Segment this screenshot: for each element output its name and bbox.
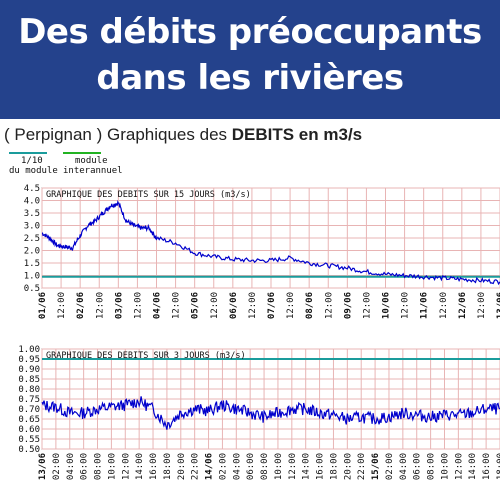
x-tick-label: 12:00 bbox=[401, 292, 411, 319]
y-tick-label: 0.55 bbox=[18, 435, 40, 445]
x-tick-label: 22:00 bbox=[357, 453, 367, 480]
x-tick-label: 12:00 bbox=[362, 292, 372, 319]
x-tick-label: 12:00 bbox=[288, 453, 298, 480]
y-tick-label: 0.50 bbox=[18, 445, 40, 455]
x-tick-label: 08:00 bbox=[94, 453, 104, 480]
y-tick-label: 0.65 bbox=[18, 415, 40, 425]
x-tick-label: 02:00 bbox=[218, 453, 228, 480]
y-tick-label: 0.5 bbox=[24, 284, 40, 294]
x-tick-label: 06/06 bbox=[229, 292, 239, 319]
x-tick-label: 18:00 bbox=[496, 453, 500, 480]
y-tick-label: 0.70 bbox=[18, 405, 40, 415]
y-tick-label: 4.5 bbox=[24, 184, 40, 194]
x-tick-label: 12:00 bbox=[454, 453, 464, 480]
x-tick-label: 14:00 bbox=[302, 453, 312, 480]
x-tick-label: 06:00 bbox=[246, 453, 256, 480]
x-tick-label: 18:00 bbox=[329, 453, 339, 480]
y-tick-label: 3.0 bbox=[24, 222, 40, 232]
x-tick-label: 02:00 bbox=[385, 453, 395, 480]
x-tick-label: 14:00 bbox=[468, 453, 478, 480]
x-tick-label: 12:00 bbox=[95, 292, 105, 319]
headline-banner: Des débits préoccupants dans les rivière… bbox=[0, 0, 500, 119]
x-tick-label: 12:00 bbox=[172, 292, 182, 319]
x-tick-label: 12:00 bbox=[286, 292, 296, 319]
x-tick-label: 06:00 bbox=[80, 453, 90, 480]
x-tick-label: 01/06 bbox=[38, 292, 48, 319]
x-tick-label: 14:00 bbox=[135, 453, 145, 480]
x-tick-label: 10:00 bbox=[274, 453, 284, 480]
x-tick-label: 12:00 bbox=[439, 292, 449, 319]
legend-item-tenth-module: 1/10 du module bbox=[9, 152, 58, 176]
x-tick-label: 03/06 bbox=[114, 292, 124, 319]
x-tick-label: 06:00 bbox=[413, 453, 423, 480]
y-tick-label: 0.80 bbox=[18, 385, 40, 395]
x-tick-label: 12:00 bbox=[121, 453, 131, 480]
legend-swatch bbox=[63, 152, 101, 154]
x-tick-label: 16:00 bbox=[316, 453, 326, 480]
y-tick-label: 2.5 bbox=[24, 234, 40, 244]
x-tick-label: 10:00 bbox=[440, 453, 450, 480]
x-tick-label: 10/06 bbox=[382, 292, 392, 319]
x-tick-label: 13/06 bbox=[38, 453, 48, 480]
legend-label-line2: du module bbox=[9, 166, 58, 176]
x-tick-label: 14/06 bbox=[205, 453, 215, 480]
x-tick-label: 12:00 bbox=[248, 292, 258, 319]
x-tick-label: 12:00 bbox=[133, 292, 143, 319]
y-tick-label: 0.60 bbox=[18, 425, 40, 435]
x-tick-label: 22:00 bbox=[191, 453, 201, 480]
y-tick-label: 0.95 bbox=[18, 355, 40, 365]
x-tick-label: 08/06 bbox=[305, 292, 315, 319]
x-tick-label: 04:00 bbox=[66, 453, 76, 480]
x-tick-label: 20:00 bbox=[343, 453, 353, 480]
x-tick-label: 10:00 bbox=[107, 453, 117, 480]
x-tick-label: 08:00 bbox=[260, 453, 270, 480]
x-tick-label: 12:00 bbox=[57, 292, 67, 319]
x-tick-label: 12:00 bbox=[477, 292, 487, 319]
x-tick-label: 12:00 bbox=[210, 292, 220, 319]
series-line bbox=[41, 396, 500, 430]
series-line bbox=[41, 199, 500, 286]
x-tick-label: 12/06 bbox=[458, 292, 468, 319]
chart-title: GRAPHIQUE DES DEBITS SUR 3 JOURS (m3/s) bbox=[46, 351, 246, 361]
x-tick-label: 04/06 bbox=[153, 292, 163, 319]
subtitle-bold: DEBITS en m3/s bbox=[231, 125, 363, 144]
chart-15-days: 01/06 12:00 02/06 12:00 03/06 12:00 04/06 12:00… bbox=[24, 184, 500, 319]
headline-line-1: Des débits préoccupants bbox=[18, 12, 482, 52]
y-tick-label: 3.5 bbox=[24, 209, 40, 219]
x-tick-label: 18:00 bbox=[163, 453, 173, 480]
subtitle-prefix: ( Perpignan ) Graphiques des bbox=[4, 125, 232, 144]
legend-label-line1: 1/10 bbox=[21, 156, 43, 166]
legend-label-line2: interannuel bbox=[63, 166, 123, 176]
x-tick-label: 04:00 bbox=[232, 453, 242, 480]
x-tick-label: 08:00 bbox=[427, 453, 437, 480]
x-tick-label: 16:00 bbox=[482, 453, 492, 480]
y-tick-label: 2.0 bbox=[24, 247, 40, 257]
legend-label-line1: module bbox=[75, 156, 108, 166]
chart-3-days: 13/06 02:00 04:00 06:00 08:00 10:00 12:00 14:00… bbox=[18, 345, 500, 480]
x-tick-label: 05/06 bbox=[191, 292, 201, 319]
chart-title: GRAPHIQUE DES DEBITS SUR 15 JOURS (m3/s) bbox=[46, 190, 251, 200]
page-subtitle: ( Perpignan ) Graphiques des DEBITS en m… bbox=[4, 125, 362, 145]
headline-line-2: dans les rivières bbox=[96, 58, 404, 98]
y-tick-label: 1.00 bbox=[18, 345, 40, 355]
x-tick-label: 07/06 bbox=[267, 292, 277, 319]
x-tick-label: 15/06 bbox=[371, 453, 381, 480]
y-tick-label: 1.5 bbox=[24, 259, 40, 269]
x-tick-label: 02:00 bbox=[52, 453, 62, 480]
x-tick-label: 04:00 bbox=[399, 453, 409, 480]
x-tick-label: 11/06 bbox=[420, 292, 430, 319]
x-tick-label: 20:00 bbox=[177, 453, 187, 480]
y-tick-label: 0.90 bbox=[18, 365, 40, 375]
x-tick-label: 09/06 bbox=[343, 292, 353, 319]
x-tick-label: 02/06 bbox=[76, 292, 86, 319]
x-tick-label: 12:00 bbox=[324, 292, 334, 319]
legend-swatch bbox=[9, 152, 47, 154]
y-tick-label: 0.85 bbox=[18, 375, 40, 385]
y-tick-label: 4.0 bbox=[24, 197, 40, 207]
y-tick-label: 1.0 bbox=[24, 272, 40, 282]
x-tick-label: 16:00 bbox=[149, 453, 159, 480]
legend-item-module-interannuel: module interannuel bbox=[63, 152, 123, 176]
x-tick-label: 13/06 bbox=[496, 292, 500, 319]
y-tick-label: 0.75 bbox=[18, 395, 40, 405]
